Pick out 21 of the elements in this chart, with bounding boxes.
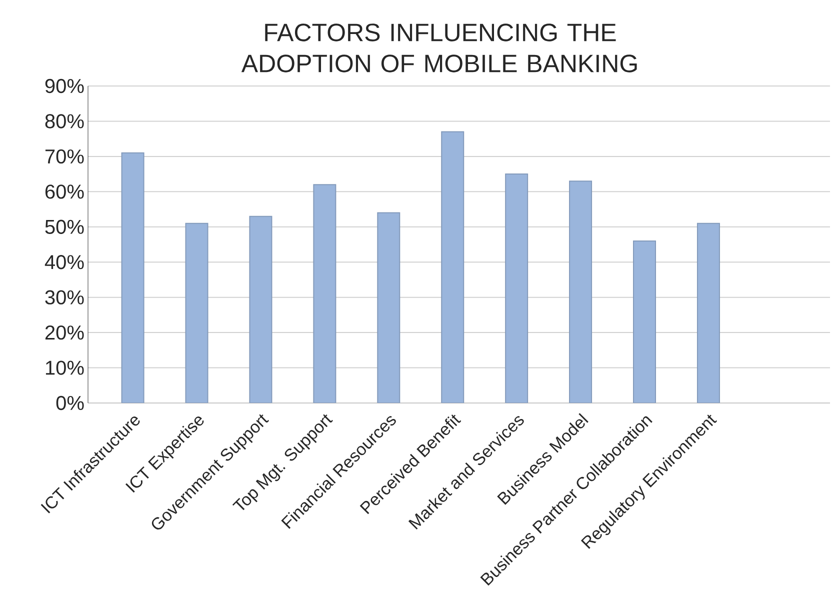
bar: [121, 152, 144, 403]
bar: [249, 216, 272, 403]
y-tick-label: 40%: [44, 255, 84, 270]
y-tick-label: 10%: [46, 360, 84, 375]
bar: [441, 131, 464, 403]
y-tick-label: 90%: [45, 78, 84, 94]
y-tick-label: 20%: [45, 325, 84, 340]
bar: [696, 222, 720, 403]
y-tick-label: 80%: [45, 114, 84, 128]
y-tick-label: 30%: [45, 290, 84, 304]
bar: [569, 180, 592, 403]
y-tick-label: 60%: [45, 184, 84, 199]
y-tick-label: 50%: [45, 220, 84, 234]
y-tick-label: 0%: [56, 396, 84, 410]
chart-title: FACTORS INFLUENCING THE ADOPTION OF MOBILE BANKING: [241, 24, 637, 72]
y-tick-label: 70%: [45, 149, 84, 164]
bar: [313, 184, 336, 403]
bar: [185, 222, 208, 403]
bar: [633, 240, 656, 403]
bar: [505, 174, 528, 403]
bar: [377, 212, 400, 403]
